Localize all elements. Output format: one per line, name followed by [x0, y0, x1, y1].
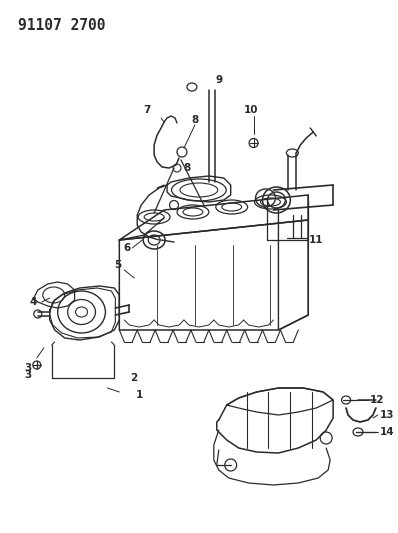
Text: 14: 14	[380, 427, 394, 437]
Text: 13: 13	[380, 410, 394, 420]
Text: 1: 1	[136, 390, 143, 400]
Text: 2: 2	[131, 373, 138, 383]
Text: 91107 2700: 91107 2700	[18, 18, 105, 33]
Text: 3: 3	[24, 363, 31, 373]
Text: 9: 9	[215, 75, 222, 85]
Text: 8: 8	[183, 163, 191, 173]
Text: 10: 10	[243, 105, 258, 115]
Text: 6: 6	[124, 243, 131, 253]
Text: 7: 7	[144, 105, 151, 115]
Text: 5: 5	[114, 260, 121, 270]
Text: 8: 8	[191, 115, 199, 125]
Text: 3: 3	[24, 370, 31, 380]
Text: 12: 12	[370, 395, 384, 405]
Text: 4: 4	[30, 297, 37, 307]
Text: 11: 11	[309, 235, 324, 245]
